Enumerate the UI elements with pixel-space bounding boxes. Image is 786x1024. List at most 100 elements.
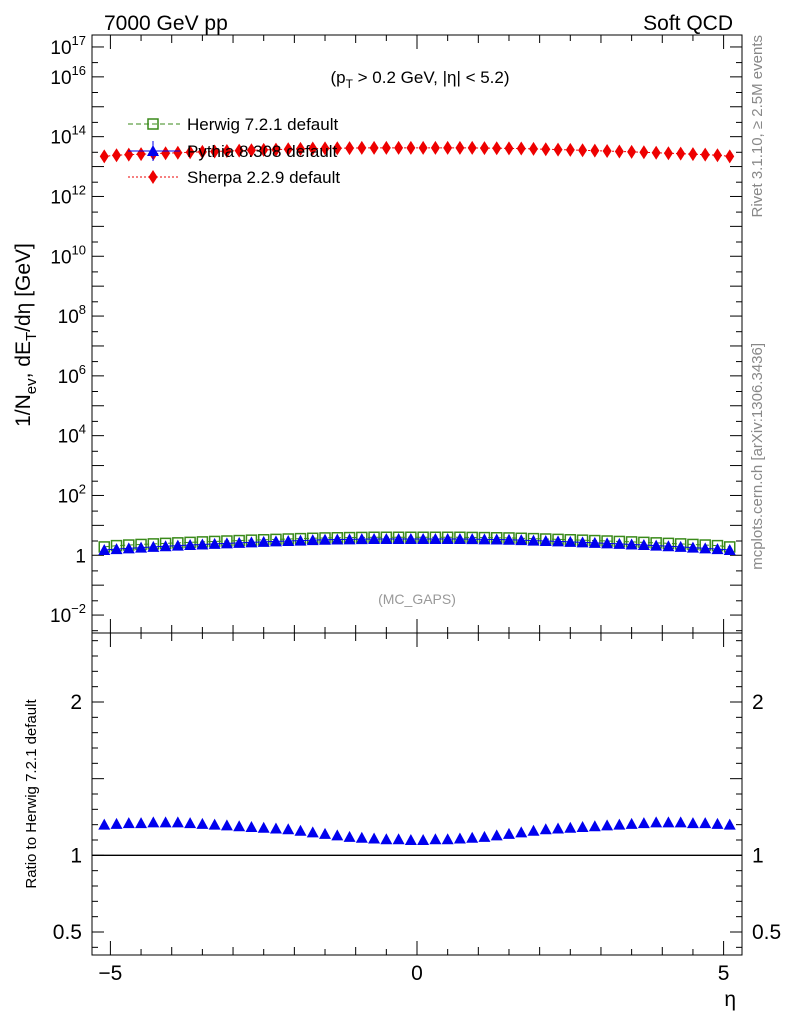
main-series-group [98, 140, 736, 555]
legend: Herwig 7.2.1 default Pythia 8.308 default… [128, 115, 340, 187]
sherpa-point [418, 140, 428, 155]
ratio-point [233, 820, 246, 832]
ratio-point [355, 831, 368, 843]
sherpa-point [614, 144, 624, 159]
sherpa-point [541, 142, 551, 157]
pythia-point [233, 536, 246, 548]
x-tick-label: −5 [98, 962, 122, 985]
pythia-point [552, 535, 565, 547]
pythia-point [196, 538, 209, 550]
pythia-point [404, 532, 417, 544]
ratio-point [220, 819, 233, 831]
sherpa-point [651, 145, 661, 160]
pythia-point [110, 543, 123, 555]
sherpa-point [185, 145, 195, 160]
ratio-point [527, 824, 540, 836]
ratio-point [417, 834, 430, 845]
sherpa-point [430, 140, 440, 155]
pythia-point [625, 538, 638, 550]
ratio-point [699, 817, 712, 829]
y-tick-label: 1 [75, 546, 86, 567]
pythia-point [490, 533, 503, 545]
x-tick-label: 5 [718, 962, 730, 985]
header-left: 7000 GeV pp [104, 12, 228, 35]
ratio-point [576, 820, 589, 832]
sherpa-point [320, 141, 330, 156]
ratio-point [147, 816, 160, 828]
ylabel-sub-a: ev [23, 378, 40, 394]
ratio-tick-label: 0.5 [53, 921, 82, 944]
pythia-point [539, 534, 552, 546]
ratio-point [404, 834, 417, 845]
ratio-point [723, 818, 736, 830]
sherpa-point [467, 140, 477, 155]
pythia-point [331, 533, 344, 545]
pythia-point [184, 539, 197, 551]
ratio-tick-label-right: 1 [752, 844, 764, 867]
ratio-tick-label: 1 [70, 844, 82, 867]
sherpa-point [590, 143, 600, 158]
ratio-point [294, 824, 307, 836]
pythia-point [135, 541, 148, 553]
pythia-point [98, 543, 111, 555]
pythia-point [711, 543, 724, 555]
sherpa-point [700, 147, 710, 162]
pythia-point [453, 532, 466, 544]
pythia-point [576, 536, 589, 548]
ratio-point [613, 818, 626, 830]
pythia-point [662, 540, 675, 552]
y-tick-label: 1012 [50, 182, 86, 208]
sherpa-point [369, 140, 379, 155]
pythia-point [220, 537, 233, 549]
sherpa-point [295, 141, 305, 156]
ylabel-part-a: 1/N [12, 394, 35, 427]
ratio-point [588, 820, 601, 832]
ratio-point [637, 817, 650, 829]
pythia-point [392, 532, 405, 544]
y-tick-label: 108 [58, 302, 86, 328]
main-y-axis-label: 1/Nev, dET/dη [GeV] [12, 243, 40, 427]
pythia-point [478, 533, 491, 545]
ratio-tick-label: 2 [70, 691, 82, 714]
sherpa-point [676, 146, 686, 161]
sherpa-point [246, 143, 256, 158]
pythia-point [601, 537, 614, 549]
ratio-point [662, 816, 675, 828]
ratio-point [282, 823, 295, 835]
mcplots-label: mcplots.cern.ch [arXiv:1306.3436] [749, 343, 766, 570]
pythia-point [368, 532, 381, 544]
sherpa-point [406, 140, 416, 155]
sherpa-point [712, 148, 722, 163]
ylabel-sub-b: T [23, 332, 40, 341]
sherpa-point [197, 144, 207, 159]
ratio-point [331, 829, 344, 841]
sherpa-point [516, 141, 526, 156]
ratio-point [122, 817, 135, 829]
pythia-point [245, 536, 258, 548]
y-tick-label: 102 [58, 481, 86, 507]
pythia-point [269, 535, 282, 547]
ratio-point [466, 831, 479, 843]
legend-sherpa-marker [148, 170, 158, 184]
series-line-1 [104, 538, 730, 551]
pythia-point [282, 534, 295, 546]
ratio-point [453, 832, 466, 844]
cut-label-open: (p [330, 68, 345, 87]
ratio-point [515, 826, 528, 838]
sherpa-point [492, 141, 502, 156]
pythia-point [637, 539, 650, 551]
ratio-point [159, 816, 172, 828]
sherpa-point [283, 142, 293, 157]
ratio-series-group [92, 816, 742, 856]
rivet-label: Rivet 3.1.10, ≥ 2.5M events [749, 35, 766, 218]
y-tick-label: 1010 [50, 242, 86, 268]
ratio-point [196, 817, 209, 829]
sherpa-point [259, 142, 269, 157]
y-tick-label: 1014 [50, 123, 86, 149]
pythia-point [564, 535, 577, 547]
series-line-0 [104, 536, 730, 548]
ratio-point [429, 833, 442, 845]
pythia-point [122, 542, 135, 554]
cut-label-rest: > 0.2 GeV, |η| < 5.2) [353, 68, 510, 87]
